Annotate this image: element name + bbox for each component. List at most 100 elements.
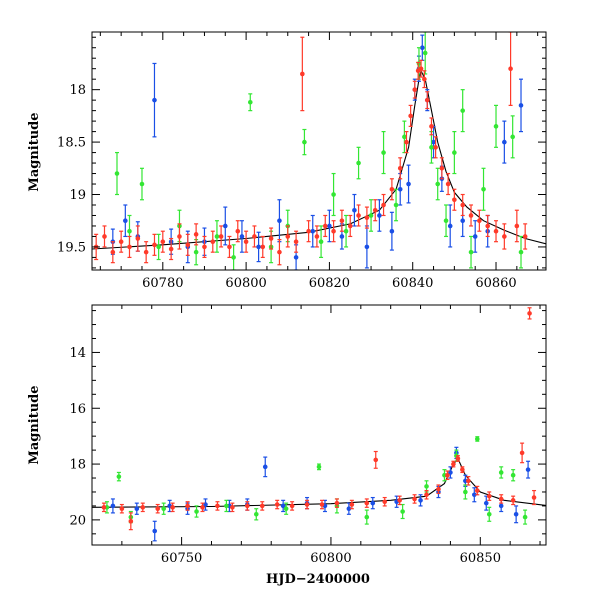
data-point <box>408 113 413 119</box>
bottom-red-point-0 <box>101 502 107 513</box>
data-point <box>285 234 291 239</box>
top-red-point-7 <box>152 233 157 256</box>
top-red-point-56 <box>508 32 513 106</box>
top-green-point-8 <box>247 93 253 112</box>
bottom-ticks-layer: 60750 60800 60850 14 16 18 20 <box>69 305 546 566</box>
bottom-red-point-20 <box>382 496 388 507</box>
top-red-point-15 <box>218 225 224 248</box>
bottom-red-point-13 <box>289 501 295 511</box>
top-blue-point-29 <box>472 220 478 253</box>
top-data-layer <box>93 32 528 270</box>
top-green-point-7 <box>231 244 236 270</box>
top-red-point-4 <box>127 235 132 259</box>
data-point <box>460 218 465 224</box>
top-red-point-1 <box>102 225 107 248</box>
top-y-tick-label: 18.5 <box>57 136 86 151</box>
data-point <box>235 228 241 234</box>
bottom-green-point-6 <box>253 508 259 521</box>
bottom-blue-point-2 <box>152 520 158 542</box>
data-point <box>102 234 107 239</box>
data-point <box>445 472 450 478</box>
data-point <box>498 470 504 475</box>
top-red-point-35 <box>381 193 386 217</box>
data-point <box>433 145 438 150</box>
top-green-point-17 <box>381 131 386 175</box>
data-point <box>439 165 445 171</box>
data-point <box>252 234 257 239</box>
data-point <box>481 186 486 192</box>
bottom-red-point-16 <box>334 498 340 508</box>
data-point <box>274 502 280 507</box>
data-point <box>356 213 361 218</box>
data-point <box>468 213 474 218</box>
data-point <box>382 499 388 505</box>
top-blue-point-1 <box>123 204 128 238</box>
data-point <box>381 150 386 155</box>
data-point <box>435 181 441 187</box>
data-point <box>152 528 158 534</box>
bottom-red-point-14 <box>304 499 310 510</box>
data-point <box>260 244 266 250</box>
data-point <box>310 228 316 234</box>
data-point <box>356 160 361 166</box>
top-x-tick-label: 60800 <box>225 276 266 291</box>
data-point <box>256 244 261 250</box>
top-green-point-21 <box>422 32 428 75</box>
data-point <box>412 87 418 92</box>
top-ticks-layer: 60780 60800 60820 60840 60860 18 18.5 19 19.5 <box>57 32 546 291</box>
bottom-x-tick-label: 60750 <box>161 551 202 566</box>
data-point <box>101 505 107 510</box>
bottom-red-point-19 <box>373 450 379 469</box>
top-green-point-0 <box>114 151 120 196</box>
top-red-point-48 <box>445 172 451 196</box>
data-point <box>140 505 146 510</box>
data-point <box>402 134 407 140</box>
data-point <box>373 457 379 463</box>
data-point <box>364 514 370 520</box>
top-red-point-49 <box>452 188 457 211</box>
data-point <box>429 145 434 150</box>
top-red-point-18 <box>243 230 249 253</box>
data-point <box>452 150 457 155</box>
data-point <box>472 492 477 498</box>
data-point <box>202 244 207 250</box>
top-green-point-30 <box>510 115 515 159</box>
data-point <box>134 506 140 512</box>
top-y-tick-label: 19.5 <box>57 240 86 255</box>
bottom-red-point-2 <box>128 512 134 531</box>
data-point <box>300 71 305 77</box>
top-blue-point-17 <box>377 199 382 232</box>
data-point <box>316 464 322 470</box>
data-point <box>404 139 409 145</box>
data-point <box>343 228 349 234</box>
bottom-red-point-31 <box>486 491 492 501</box>
data-point <box>152 242 157 248</box>
data-point <box>110 249 116 255</box>
data-point <box>452 197 457 203</box>
data-point <box>429 124 434 129</box>
data-point <box>522 514 528 520</box>
data-point <box>460 108 465 113</box>
data-point <box>243 239 249 244</box>
data-point <box>215 503 220 509</box>
bottom-y-axis-label: Magnitude <box>27 385 42 464</box>
data-point <box>498 496 504 502</box>
top-red-point-23 <box>285 225 291 248</box>
bottom-green-point-17 <box>486 506 492 522</box>
data-point <box>525 467 531 472</box>
bottom-green-point-7 <box>283 502 289 515</box>
top-blue-point-10 <box>277 199 282 243</box>
data-point <box>477 218 482 224</box>
data-point <box>339 234 345 239</box>
top-green-point-19 <box>402 120 407 154</box>
bottom-panel-frame <box>91 304 547 546</box>
top-red-point-45 <box>429 117 434 136</box>
bottom-red-point-28 <box>460 466 465 474</box>
top-red-point-24 <box>293 230 299 253</box>
data-point <box>531 495 537 500</box>
bottom-blue-point-20 <box>472 487 477 503</box>
top-green-point-18 <box>393 188 399 222</box>
top-red-point-31 <box>347 214 353 238</box>
top-blue-point-7 <box>222 206 228 246</box>
bottom-green-point-4 <box>194 505 199 518</box>
